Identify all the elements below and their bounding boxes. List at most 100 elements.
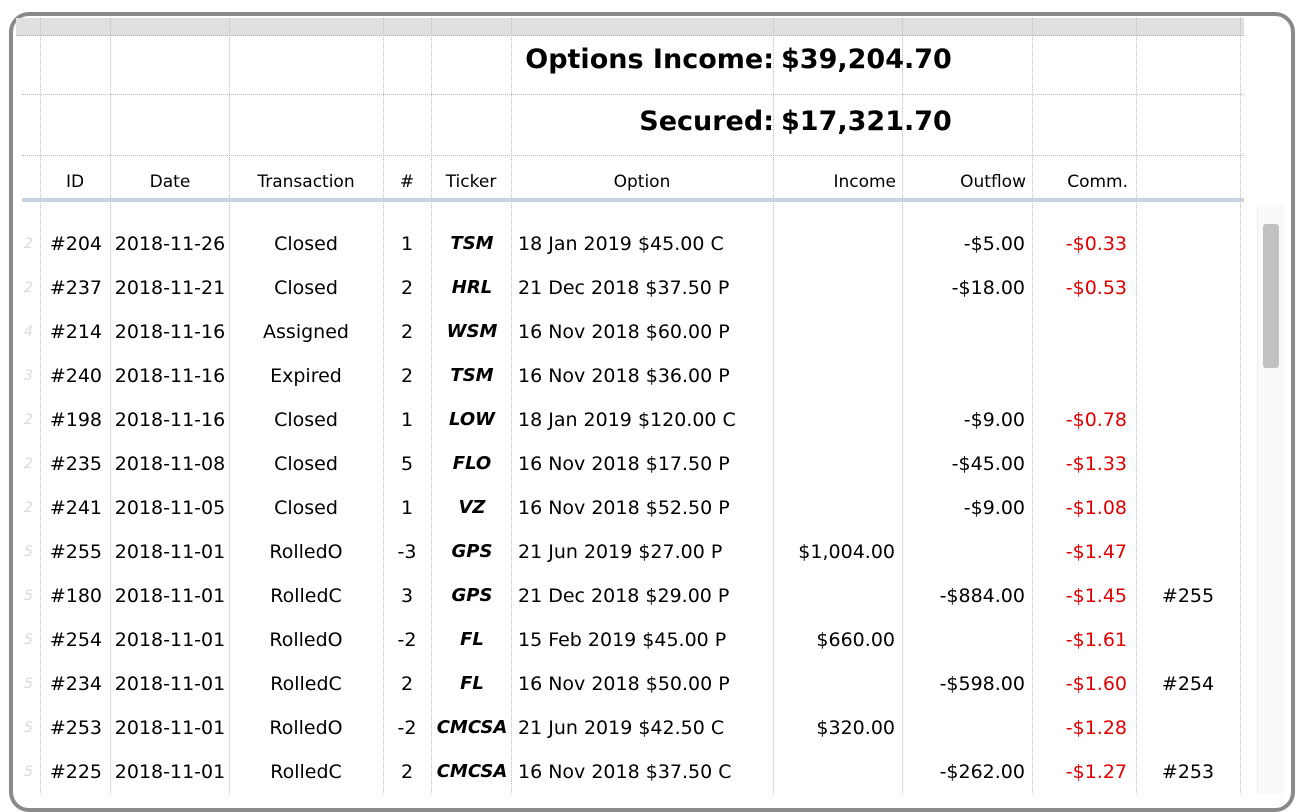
cell-ticker[interactable]: FLO [452,453,492,474]
cell-date[interactable]: 2018-11-01 [114,761,226,783]
cell-date[interactable]: 2018-11-01 [114,717,226,739]
cell-comm[interactable]: -$1.60 [1065,673,1127,695]
cell-ref[interactable] [1137,398,1239,442]
cell-comm[interactable]: -$0.33 [1065,233,1127,255]
cell-id[interactable]: #241 [49,497,102,519]
cell-transaction[interactable]: Closed [274,409,338,431]
cell-id[interactable]: #204 [49,233,102,255]
cell-comm[interactable]: -$1.47 [1065,541,1127,563]
header-outflow[interactable]: Outflow [960,172,1026,192]
cell-income[interactable] [774,662,903,706]
cell-option[interactable]: 16 Nov 2018 $52.50 P [518,497,730,519]
cell-date[interactable]: 2018-11-01 [114,629,226,651]
cell-ticker[interactable]: CMCSA [436,761,508,782]
cell-outflow[interactable] [903,530,1033,574]
table-row[interactable]: 5 #255 2018-11-01 RolledO -3 GPS 21 Jun 2019 $… [0,530,1304,574]
cell-id[interactable]: #240 [49,365,102,387]
cell-comm[interactable]: -$1.33 [1065,453,1127,475]
cell-income[interactable] [774,486,903,530]
cell-comm[interactable]: -$0.78 [1065,409,1127,431]
cell-outflow[interactable] [903,706,1033,750]
cell-income[interactable]: $1,004.00 [798,541,895,563]
cell-transaction[interactable]: RolledO [269,717,343,739]
cell-ticker[interactable]: FL [460,629,484,650]
cell-date[interactable]: 2018-11-01 [114,541,226,563]
cell-date[interactable]: 2018-11-08 [114,453,226,475]
cell-ticker[interactable]: VZ [458,497,486,518]
table-row[interactable]: 5 #254 2018-11-01 RolledO -2 FL 15 Feb 2019 $4… [0,618,1304,662]
cell-id[interactable]: #225 [49,761,102,783]
cell-outflow[interactable]: -$262.00 [939,761,1025,783]
cell-date[interactable]: 2018-11-05 [114,497,226,519]
cell-count[interactable]: 5 [400,453,414,475]
cell-outflow[interactable]: -$9.00 [963,409,1025,431]
cell-outflow[interactable]: -$5.00 [963,233,1025,255]
cell-ticker[interactable]: FL [460,673,484,694]
cell-outflow[interactable]: -$45.00 [951,453,1025,475]
cell-ref[interactable] [1137,310,1239,354]
cell-count[interactable]: 1 [400,409,414,431]
cell-outflow[interactable] [903,310,1033,354]
table-row[interactable]: 5 #180 2018-11-01 RolledC 3 GPS 21 Dec 2018 $2… [0,574,1304,618]
cell-ref[interactable] [1137,442,1239,486]
header-ticker[interactable]: Ticker [445,172,497,192]
cell-transaction[interactable]: Closed [274,277,338,299]
cell-option[interactable]: 18 Jan 2019 $45.00 C [518,233,724,255]
cell-id[interactable]: #234 [49,673,102,695]
header-transaction[interactable]: Transaction [257,172,355,192]
table-row[interactable]: 2 #235 2018-11-08 Closed 5 FLO 16 Nov 2018 $17… [0,442,1304,486]
cell-ticker[interactable]: LOW [449,409,495,430]
cell-count[interactable]: 2 [400,277,414,299]
cell-count[interactable]: -2 [397,629,417,651]
cell-ticker[interactable]: HRL [451,277,493,298]
table-row[interactable]: 3 #240 2018-11-16 Expired 2 TSM 16 Nov 2018 $3… [0,354,1304,398]
cell-count[interactable]: 3 [400,585,414,607]
cell-ref[interactable] [1137,222,1239,266]
cell-option[interactable]: 21 Jun 2019 $27.00 P [518,541,723,563]
cell-date[interactable]: 2018-11-16 [114,365,226,387]
table-row[interactable]: 2 #237 2018-11-21 Closed 2 HRL 21 Dec 2018 $37… [0,266,1304,310]
header-date[interactable]: Date [149,172,191,192]
scrollbar-thumb[interactable] [1263,224,1279,368]
cell-option[interactable]: 21 Dec 2018 $29.00 P [518,585,730,607]
cell-id[interactable]: #254 [49,629,102,651]
cell-id[interactable]: #198 [49,409,102,431]
cell-income[interactable] [774,442,903,486]
cell-ticker[interactable]: TSM [450,365,494,386]
header-comm[interactable]: Comm. [1067,172,1128,192]
cell-comm[interactable]: -$1.45 [1065,585,1127,607]
cell-transaction[interactable]: RolledO [269,541,343,563]
cell-income[interactable] [774,222,903,266]
cell-count[interactable]: 2 [400,673,414,695]
cell-outflow[interactable]: -$884.00 [939,585,1025,607]
cell-date[interactable]: 2018-11-26 [114,233,226,255]
header-income[interactable]: Income [833,172,896,192]
cell-comm[interactable] [1033,354,1135,398]
cell-ref[interactable]: #253 [1161,761,1215,783]
cell-option[interactable]: 21 Jun 2019 $42.50 C [518,717,725,739]
table-row[interactable]: 2 #198 2018-11-16 Closed 1 LOW 18 Jan 2019 $12… [0,398,1304,442]
cell-income[interactable] [774,750,903,794]
cell-ref[interactable] [1137,266,1239,310]
cell-count[interactable]: -3 [397,541,417,563]
cell-option[interactable]: 16 Nov 2018 $36.00 P [518,365,730,387]
cell-comm[interactable]: -$0.53 [1065,277,1127,299]
table-row[interactable]: 5 #234 2018-11-01 RolledC 2 FL 16 Nov 2018 $50… [0,662,1304,706]
cell-count[interactable]: 2 [400,365,414,387]
cell-count[interactable]: -2 [397,717,417,739]
cell-income[interactable] [774,310,903,354]
cell-option[interactable]: 16 Nov 2018 $37.50 C [518,761,732,783]
cell-comm[interactable]: -$1.61 [1065,629,1127,651]
cell-option[interactable]: 16 Nov 2018 $17.50 P [518,453,730,475]
cell-outflow[interactable]: -$9.00 [963,497,1025,519]
cell-transaction[interactable]: Closed [274,233,338,255]
cell-ticker[interactable]: GPS [451,585,493,606]
cell-option[interactable]: 21 Dec 2018 $37.50 P [518,277,730,299]
cell-date[interactable]: 2018-11-16 [114,409,226,431]
cell-ref[interactable] [1137,706,1239,750]
cell-ref[interactable]: #254 [1161,673,1215,695]
cell-outflow[interactable] [903,354,1033,398]
cell-id[interactable]: #214 [49,321,102,343]
options-income-value[interactable]: $39,204.70 [781,44,952,75]
cell-date[interactable]: 2018-11-16 [114,321,226,343]
